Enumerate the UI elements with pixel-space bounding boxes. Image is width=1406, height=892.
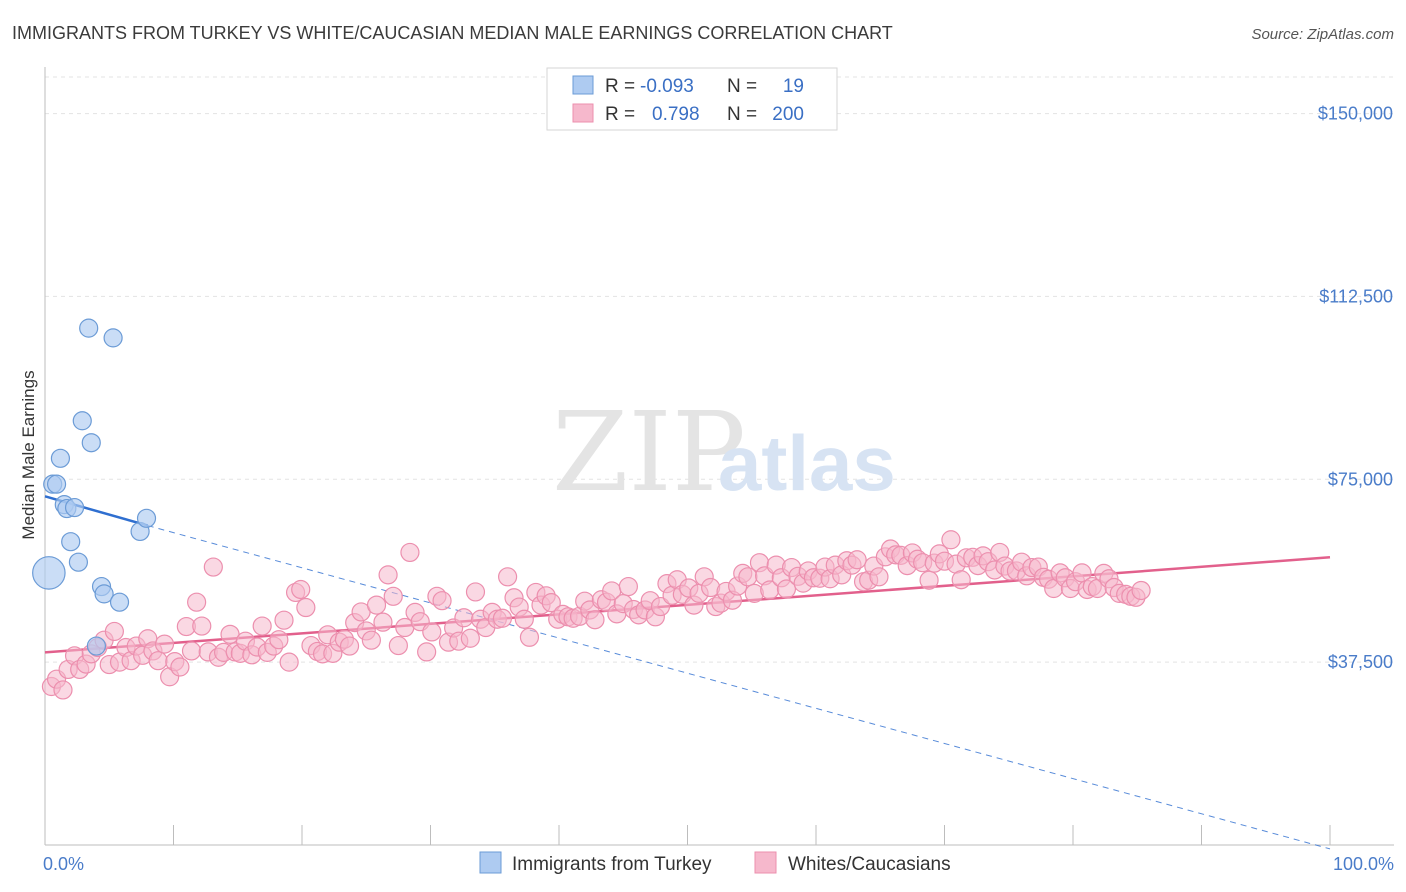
point-turkey — [103, 328, 123, 348]
y-tick-label: $150,000 — [1318, 104, 1393, 124]
watermark-atlas: atlas — [718, 419, 896, 507]
legend-r-value-turkey: -0.093 — [640, 76, 694, 97]
point-whites — [417, 642, 437, 662]
point-whites — [776, 579, 797, 599]
point-whites — [951, 570, 971, 590]
point-whites — [460, 628, 480, 648]
chart-title: IMMIGRANTS FROM TURKEY VS WHITE/CAUCASIA… — [12, 23, 893, 43]
bottom-legend-label-turkey: Immigrants from Turkey — [512, 854, 712, 875]
point-whites — [388, 635, 408, 656]
points-whites — [41, 530, 1151, 700]
point-turkey — [61, 532, 81, 552]
y-tick-labels: $37,500 $75,000 $112,500 $150,000 — [1318, 104, 1393, 673]
point-whites — [941, 530, 961, 550]
point-whites — [181, 641, 202, 661]
legend-box — [546, 67, 838, 131]
point-whites — [869, 567, 889, 587]
point-whites — [203, 557, 223, 577]
point-whites — [274, 610, 294, 630]
chart-source: Source: ZipAtlas.com — [1251, 26, 1394, 43]
point-whites — [192, 616, 212, 636]
point-turkey — [81, 433, 101, 453]
y-tick-label: $75,000 — [1328, 469, 1393, 489]
point-whites — [279, 652, 299, 672]
point-whites — [465, 582, 486, 602]
point-whites — [432, 591, 452, 611]
point-whites — [187, 592, 207, 612]
point-whites — [585, 610, 605, 630]
point-whites — [148, 651, 168, 671]
legend-r-label-whites: R = — [605, 104, 635, 125]
trend-line-turkey — [44, 495, 1331, 850]
point-whites — [373, 612, 393, 632]
point-turkey — [64, 497, 85, 518]
y-tick-label: $112,500 — [1319, 286, 1393, 306]
point-whites — [252, 616, 272, 636]
bottom-legend-swatch-turkey — [479, 851, 502, 874]
point-whites — [847, 550, 867, 570]
point-turkey — [50, 448, 71, 468]
point-whites — [291, 579, 311, 600]
point-whites — [378, 565, 398, 585]
point-turkey — [86, 636, 107, 656]
point-whites — [339, 636, 360, 656]
point-whites — [154, 634, 175, 654]
watermark-zip: ZIP — [552, 388, 746, 516]
legend-n-value-turkey: 19 — [783, 76, 804, 97]
bottom-legend-swatch-whites — [754, 851, 777, 874]
legend-swatch-turkey — [572, 75, 594, 95]
point-whites — [618, 576, 638, 597]
point-turkey — [68, 552, 89, 572]
point-whites — [514, 609, 534, 629]
point-whites — [170, 657, 190, 677]
point-whites — [454, 608, 474, 628]
legend-r-label-turkey: R = — [605, 76, 635, 97]
point-whites — [541, 593, 561, 613]
y-axis-label: Median Male Earnings — [19, 370, 38, 539]
point-whites — [383, 586, 403, 606]
point-whites — [400, 542, 420, 563]
point-turkey — [94, 584, 114, 604]
point-whites — [104, 621, 124, 642]
bottom-legend-label-whites: Whites/Caucasians — [788, 854, 951, 875]
grid-lines — [45, 76, 1394, 663]
point-whites — [1131, 580, 1151, 601]
x-tick-label-min: 0.0% — [43, 854, 84, 874]
point-turkey — [72, 411, 92, 431]
point-whites — [492, 608, 513, 628]
axes — [44, 67, 1394, 846]
point-whites — [366, 595, 387, 615]
legend-r-value-whites: 0.798 — [652, 104, 700, 125]
point-whites — [53, 680, 73, 700]
point-turkey — [109, 592, 130, 612]
legend-n-value-whites: 200 — [772, 104, 804, 125]
point-whites — [650, 596, 671, 617]
point-whites — [361, 630, 381, 650]
series-legend: Immigrants from Turkey Whites/Caucasians — [479, 851, 951, 875]
point-turkey — [79, 318, 99, 338]
point-turkey — [32, 556, 66, 590]
y-tick-label: $37,500 — [1328, 652, 1393, 672]
correlation-legend: R = -0.093 N = 19 R = 0.798 N = 200 — [546, 67, 838, 131]
legend-n-label-whites: N = — [727, 104, 757, 125]
legend-swatch-whites — [572, 103, 594, 123]
point-whites — [498, 567, 518, 587]
point-whites — [919, 570, 939, 590]
point-whites — [296, 597, 316, 618]
legend-n-label-turkey: N = — [727, 76, 757, 97]
point-whites — [422, 622, 442, 642]
x-tick-label-max: 100.0% — [1333, 854, 1394, 874]
point-turkey — [46, 474, 67, 494]
points-turkey — [32, 318, 157, 656]
point-whites — [519, 627, 540, 647]
point-whites — [269, 630, 289, 650]
point-turkey — [136, 508, 157, 528]
